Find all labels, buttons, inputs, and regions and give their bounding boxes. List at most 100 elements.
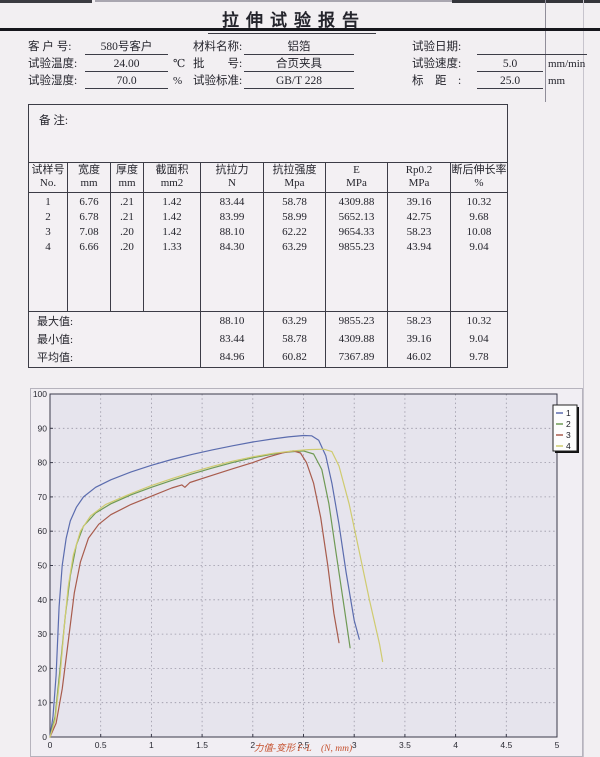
table-column: 10.32 9.68 10.08 9.04	[451, 193, 507, 311]
column-name: 截面积	[155, 164, 189, 176]
table-cell: 62.22	[282, 226, 307, 238]
field-unit: mm	[548, 75, 566, 87]
stats-value: 10.32	[466, 315, 492, 327]
stats-value: 39.16	[406, 333, 432, 345]
legend-box	[552, 404, 578, 452]
stats-labels: 最大值: 最小值: 平均值:	[29, 312, 201, 367]
stats-value: 9.04	[469, 333, 489, 345]
header-field-row: 批 号: 合页夹具	[193, 56, 398, 73]
column-unit: mm2	[160, 177, 184, 189]
x-tick-label: 2	[250, 740, 255, 750]
header-field-row: 试验温度: 24.00 ℃	[28, 56, 196, 73]
stats-value: 83.44	[219, 333, 245, 345]
table-cell: 9.04	[469, 241, 489, 253]
table-cell: 9855.23	[338, 241, 375, 253]
field-unit: %	[173, 75, 183, 87]
column-unit: mm	[80, 177, 98, 189]
chart-svg: 0 0.5 1 1.5 2 2.5 3 3.5 4 4.5 50102030405060708090…	[33, 389, 579, 754]
stats-column: 58.23 39.16 46.02	[388, 312, 451, 367]
x-tick-label: 4.5	[500, 740, 512, 750]
table-cell: 7.08	[79, 226, 99, 238]
field-label: 试验速度:	[412, 58, 462, 70]
header-field-row: 试验标准: GB/T 228	[193, 73, 398, 90]
column-name: 宽度	[78, 164, 100, 176]
column-unit: Mpa	[284, 177, 305, 189]
field-label: 试验温度:	[28, 58, 78, 70]
y-tick-label: 20	[38, 663, 48, 673]
x-tick-label: 1.5	[196, 740, 208, 750]
column-header: 抗拉强度 Mpa	[264, 163, 326, 192]
column-header: 试样号 No.	[29, 163, 68, 192]
table-cell: 1.42	[162, 211, 182, 223]
curve-4	[49, 448, 384, 738]
table-cell: 6.76	[79, 196, 99, 208]
column-unit: MPa	[346, 177, 367, 189]
stats-value: 58.78	[282, 333, 307, 345]
table-cell: 9.68	[469, 211, 489, 223]
column-name: 断后伸长率	[451, 164, 507, 176]
field-value: 合页夹具	[244, 56, 354, 72]
table-cell: 1.42	[162, 196, 182, 208]
field-value: 铝箔	[244, 39, 354, 55]
curve-1	[49, 434, 360, 738]
page-title: 拉伸试验报告	[208, 6, 376, 34]
x-tick-label: 4	[453, 740, 458, 750]
stats-value: 46.02	[406, 351, 432, 363]
stats-column: 9855.23 4309.88 7367.89	[326, 312, 388, 367]
table-cell: 58.99	[282, 211, 307, 223]
column-header: 抗拉力 N	[201, 163, 264, 192]
table-cell: 83.44	[219, 196, 245, 208]
remarks-label: 备 注:	[39, 115, 69, 127]
table-column: 1.42 1.42 1.42 1.33	[144, 193, 201, 311]
y-tick-label: 40	[38, 595, 48, 605]
table-cell: .20	[120, 226, 134, 238]
column-header: 截面积 mm2	[144, 163, 201, 192]
field-value	[477, 39, 587, 55]
column-header: 宽度 mm	[68, 163, 111, 192]
table-cell: .21	[120, 196, 134, 208]
table-cell: 1.33	[162, 241, 182, 253]
field-unit: ℃	[173, 58, 186, 70]
field-label: 标 距 :	[412, 75, 462, 87]
table-cell: 5652.13	[338, 211, 375, 223]
field-value: 24.00	[85, 56, 168, 72]
field-value: 25.0	[477, 73, 543, 89]
stats-value: 7367.89	[338, 351, 375, 363]
column-header: 厚度 mm	[111, 163, 144, 192]
table-cell: 84.30	[219, 241, 245, 253]
y-tick-label: 100	[33, 389, 47, 399]
table-cell: 58.23	[406, 226, 432, 238]
x-tick-label: 0.5	[95, 740, 107, 750]
table-body: 1 2 3 4 6.76 6.78 7.08 6.66.21.21.20.20 1.42 1.42…	[29, 193, 507, 312]
column-name: 试样号	[31, 164, 65, 176]
column-name: Rp0.2	[405, 164, 433, 176]
stats-value: 60.82	[282, 351, 307, 363]
stats-column: 10.32 9.04 9.78	[451, 312, 507, 367]
table-column: 58.78 58.99 62.22 63.29	[264, 193, 326, 311]
y-tick-label: 80	[38, 458, 48, 468]
field-value: 5.0	[477, 56, 543, 72]
table-cell: 9654.33	[338, 226, 375, 238]
field-label: 试验标准:	[193, 75, 243, 87]
column-header: E MPa	[326, 163, 388, 192]
column-unit: No.	[39, 177, 57, 189]
field-unit: mm/min	[548, 58, 586, 70]
header-field-row: 试验湿度: 70.0%	[28, 73, 196, 90]
table-cell: 42.75	[406, 211, 432, 223]
scan-edge-line-short	[545, 0, 546, 102]
table-cell: 63.29	[282, 241, 307, 253]
remarks-row: 备 注:	[29, 105, 507, 163]
legend-item-label: 3	[566, 430, 571, 440]
scan-smudge-right	[452, 0, 600, 3]
table-cell: 43.94	[406, 241, 432, 253]
header-fields-column-3: 试验日期: 试验速度: 5.0 mm/min 标 距 : 25.0 mm	[412, 39, 594, 90]
legend-item-label: 1	[566, 408, 571, 418]
field-value: GB/T 228	[244, 73, 354, 89]
column-header: 断后伸长率%	[451, 163, 507, 192]
table-stats: 最大值: 最小值: 平均值: 88.10 83.44 84.96 63.29 58.78 60.…	[29, 312, 507, 367]
table-cell: 10.08	[466, 226, 492, 238]
stats-column: 88.10 83.44 84.96	[201, 312, 264, 367]
stats-value: 88.10	[219, 315, 245, 327]
table-column: 4309.88 5652.13 9654.33 9855.23	[326, 193, 388, 311]
table-cell: 6.66	[79, 241, 99, 253]
